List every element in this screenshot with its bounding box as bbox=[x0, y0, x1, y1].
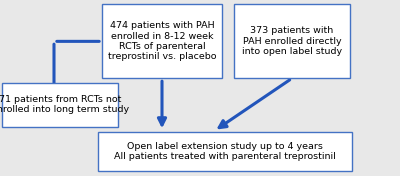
Text: 474 patients with PAH
enrolled in 8-12 week
RCTs of parenteral
treprostinil vs. : 474 patients with PAH enrolled in 8-12 w… bbox=[108, 21, 216, 61]
FancyBboxPatch shape bbox=[98, 132, 352, 171]
FancyBboxPatch shape bbox=[102, 4, 222, 78]
Text: 373 patients with
PAH enrolled directly
into open label study: 373 patients with PAH enrolled directly … bbox=[242, 26, 342, 56]
Text: 71 patients from RCTs not
enrolled into long term study: 71 patients from RCTs not enrolled into … bbox=[0, 95, 129, 114]
Text: Open label extension study up to 4 years
All patients treated with parenteral tr: Open label extension study up to 4 years… bbox=[114, 142, 336, 161]
FancyBboxPatch shape bbox=[234, 4, 350, 78]
FancyBboxPatch shape bbox=[2, 83, 118, 127]
